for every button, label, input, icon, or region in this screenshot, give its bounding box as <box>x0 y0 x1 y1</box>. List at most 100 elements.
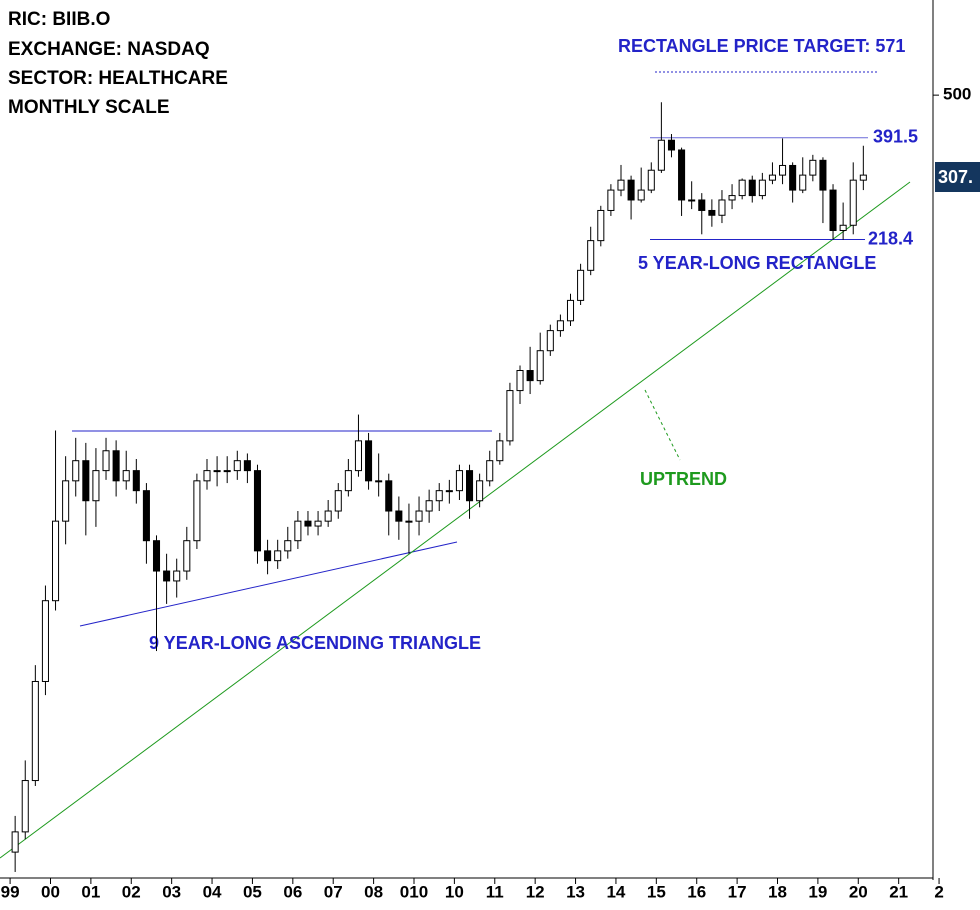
candle-body <box>859 174 867 181</box>
candle-body <box>415 510 423 522</box>
x-tick-label: 05 <box>243 882 262 901</box>
candle-body <box>849 179 857 226</box>
x-tick-label: 19 <box>808 882 827 901</box>
candle-body <box>163 570 171 582</box>
candle-body <box>546 330 554 352</box>
x-tick-label: 010 <box>400 882 428 901</box>
candle-body <box>839 224 847 231</box>
resistance-label: 391.5 <box>873 127 918 147</box>
candle-body <box>31 680 39 782</box>
candle-body <box>577 269 585 301</box>
candle-body <box>425 500 433 512</box>
candle-body <box>435 490 443 502</box>
candle-body <box>597 209 605 242</box>
candle-body <box>233 460 241 472</box>
candle-body <box>526 370 534 382</box>
candle-body <box>21 780 29 833</box>
candle-body <box>334 490 342 512</box>
candle-body <box>728 195 736 201</box>
candle-body <box>455 470 463 492</box>
x-tick-label: 99 <box>1 882 20 901</box>
x-tick-label: 17 <box>728 882 747 901</box>
uptrend-line <box>0 181 911 859</box>
target-label: RECTANGLE PRICE TARGET: 571 <box>618 36 905 56</box>
info-text: EXCHANGE: NASDAQ <box>8 39 210 60</box>
candle-body <box>52 520 60 602</box>
candle-body <box>476 480 484 502</box>
candle-body <box>395 510 403 522</box>
candle-body <box>132 470 140 492</box>
candle-body <box>62 480 70 522</box>
info-text: RIC: BIIB.O <box>8 9 110 30</box>
x-tick-label: 14 <box>606 882 625 901</box>
x-tick-label: 01 <box>81 882 100 901</box>
uptrend-pointer <box>644 389 681 461</box>
x-tick-label: 02 <box>122 882 141 901</box>
candle-body <box>405 520 413 523</box>
candle-body <box>647 169 655 191</box>
x-tick-label: 18 <box>768 882 787 901</box>
candle-body <box>466 470 474 502</box>
candle-body <box>587 240 595 271</box>
candle-body <box>536 350 544 382</box>
candle-body <box>375 480 383 483</box>
candle-body <box>566 299 575 322</box>
candle-body <box>82 460 90 502</box>
y-tick-label: 500 <box>943 85 971 104</box>
candle-body <box>173 570 181 582</box>
x-tick-label: 11 <box>486 882 504 901</box>
candle-body <box>637 189 645 201</box>
x-tick-label: 04 <box>203 882 222 901</box>
candle-body <box>688 199 696 202</box>
candle-body <box>556 320 564 332</box>
candle-body <box>324 510 332 522</box>
candle-body <box>607 189 615 211</box>
x-tick-label: 06 <box>283 882 302 901</box>
candle-body <box>284 540 292 552</box>
candle-body <box>829 189 837 231</box>
candle-body <box>112 450 120 482</box>
info-text: SECTOR: HEALTHCARE <box>8 68 228 89</box>
candle-body <box>92 470 100 502</box>
candle-body <box>294 520 302 542</box>
candle-body <box>243 460 251 472</box>
rectangle-label: 5 YEAR-LONG RECTANGLE <box>638 253 876 273</box>
candle-body <box>698 199 706 211</box>
candle-body <box>11 831 19 853</box>
candle-body <box>718 199 726 216</box>
last-price-box <box>935 162 980 192</box>
x-tick-label: 07 <box>324 882 343 901</box>
candle-body <box>617 179 625 191</box>
candle-body <box>354 440 362 472</box>
candle-body <box>122 470 130 482</box>
x-tick-label: 12 <box>526 882 545 901</box>
candle-body <box>385 480 393 512</box>
x-tick-label: 15 <box>647 882 666 901</box>
candle-body <box>496 440 504 462</box>
x-tick-label: 20 <box>849 882 868 901</box>
uptrend-label: UPTREND <box>640 469 727 489</box>
candle-body <box>365 440 373 482</box>
info-block: RIC: BIIB.O EXCHANGE: NASDAQ SECTOR: HEA… <box>8 9 228 118</box>
x-tick-label: 03 <box>162 882 181 901</box>
candle-body <box>41 600 49 682</box>
triangle-bottom-line <box>79 541 458 627</box>
x-tick-label: 2 <box>934 882 943 901</box>
candle-body <box>183 540 191 572</box>
candle-body <box>819 159 827 191</box>
x-tick-label: 13 <box>566 882 585 901</box>
candle-body <box>667 139 676 151</box>
candle-body <box>203 470 211 482</box>
candle-body <box>274 550 282 562</box>
info-text: MONTHLY SCALE <box>8 97 170 118</box>
triangle-label: 9 YEAR-LONG ASCENDING TRIANGLE <box>149 633 481 653</box>
candle-body <box>253 470 262 552</box>
candle-body <box>314 520 322 527</box>
candle-body <box>72 460 80 482</box>
candle-body <box>486 460 494 482</box>
candle-body <box>213 470 221 473</box>
candle-body <box>264 550 272 562</box>
last-price-label: 307. <box>938 167 973 187</box>
x-tick-label: 00 <box>41 882 60 901</box>
